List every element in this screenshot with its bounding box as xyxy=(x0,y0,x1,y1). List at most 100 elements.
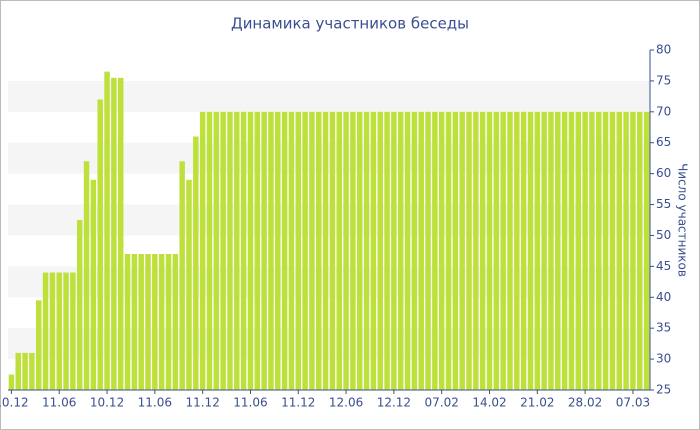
bar xyxy=(384,111,390,391)
bar xyxy=(111,77,117,391)
bar xyxy=(158,254,165,390)
bar xyxy=(630,111,636,391)
x-tick-label: 07.02 xyxy=(425,396,459,410)
bar xyxy=(507,111,513,391)
bar xyxy=(104,71,110,391)
bar xyxy=(76,220,83,390)
y-tick-label: 45 xyxy=(656,259,671,273)
bar xyxy=(199,111,206,391)
bar xyxy=(466,111,472,391)
bar xyxy=(336,111,342,391)
bar xyxy=(302,111,308,391)
bar xyxy=(240,111,247,391)
bar xyxy=(261,111,267,391)
bar xyxy=(459,111,465,391)
bar xyxy=(637,111,643,391)
bar xyxy=(350,111,356,391)
bar xyxy=(555,111,561,391)
bar xyxy=(473,111,479,391)
bar xyxy=(36,300,42,390)
y-tick-label: 50 xyxy=(656,228,671,242)
x-tick-label: 28.02 xyxy=(568,396,602,410)
bar xyxy=(206,111,213,391)
x-tick-label: 11.06 xyxy=(42,396,76,410)
bar xyxy=(397,111,404,391)
bar xyxy=(186,179,192,390)
bar xyxy=(534,111,541,391)
chart-title: Динамика участников беседы xyxy=(231,15,469,33)
bar xyxy=(582,111,588,391)
y-tick-label: 65 xyxy=(656,135,671,149)
bar xyxy=(145,254,151,390)
bar xyxy=(418,111,424,391)
bar xyxy=(432,111,438,391)
bar xyxy=(548,111,554,391)
y-tick-label: 30 xyxy=(656,352,671,366)
bar xyxy=(479,111,486,391)
bar xyxy=(124,254,131,390)
bar xyxy=(514,111,520,391)
bar xyxy=(500,111,506,391)
x-tick-label: 11.12 xyxy=(281,396,315,410)
bar xyxy=(49,272,56,390)
x-tick-label: 10.12 xyxy=(90,396,124,410)
bar xyxy=(90,179,97,390)
bar xyxy=(70,272,76,390)
y-tick-label: 35 xyxy=(656,321,671,335)
y-axis-label: Число участников xyxy=(676,163,690,277)
bar xyxy=(179,161,185,390)
x-tick-label: 21.02 xyxy=(520,396,554,410)
x-tick-label: 11.06 xyxy=(233,396,267,410)
bar xyxy=(602,111,609,391)
y-tick-label: 60 xyxy=(656,166,671,180)
y-tick-label: 55 xyxy=(656,197,671,211)
bar xyxy=(227,111,233,391)
bar xyxy=(370,111,377,391)
bar xyxy=(254,111,261,391)
bar xyxy=(117,77,124,391)
bar xyxy=(138,254,144,390)
bar xyxy=(486,111,493,391)
bar xyxy=(83,161,90,390)
x-tick-label: 11.06 xyxy=(138,396,172,410)
bar xyxy=(616,111,622,391)
x-tick-label: 07.03 xyxy=(616,396,650,410)
y-tick-label: 80 xyxy=(656,43,671,57)
x-tick-label: 12.06 xyxy=(329,396,363,410)
bar xyxy=(589,111,595,391)
y-tick-label: 70 xyxy=(656,104,671,118)
bar xyxy=(247,111,254,391)
bar xyxy=(275,111,281,391)
bar xyxy=(15,352,21,390)
bar xyxy=(316,111,322,391)
bar xyxy=(609,111,616,391)
bar xyxy=(281,111,288,391)
bar xyxy=(391,111,397,391)
bar xyxy=(8,374,15,390)
bar xyxy=(165,254,172,390)
bar xyxy=(152,254,158,390)
bar xyxy=(322,111,329,391)
bar xyxy=(623,111,629,391)
bar xyxy=(288,111,295,391)
x-tick-label: 10.12 xyxy=(0,396,29,410)
bar xyxy=(213,111,220,391)
bar xyxy=(541,111,547,391)
x-tick-label: 14.02 xyxy=(472,396,506,410)
bar xyxy=(438,111,445,391)
bar xyxy=(343,111,349,391)
bar xyxy=(56,272,62,390)
bar xyxy=(493,111,500,391)
bar xyxy=(357,111,363,391)
bar xyxy=(329,111,336,391)
bar xyxy=(309,111,315,391)
bar xyxy=(22,352,28,390)
bar xyxy=(268,111,274,391)
bar xyxy=(193,136,199,390)
bar xyxy=(527,111,534,391)
bar xyxy=(234,111,240,391)
bar xyxy=(596,111,602,391)
bar xyxy=(425,111,431,391)
bar xyxy=(363,111,370,391)
